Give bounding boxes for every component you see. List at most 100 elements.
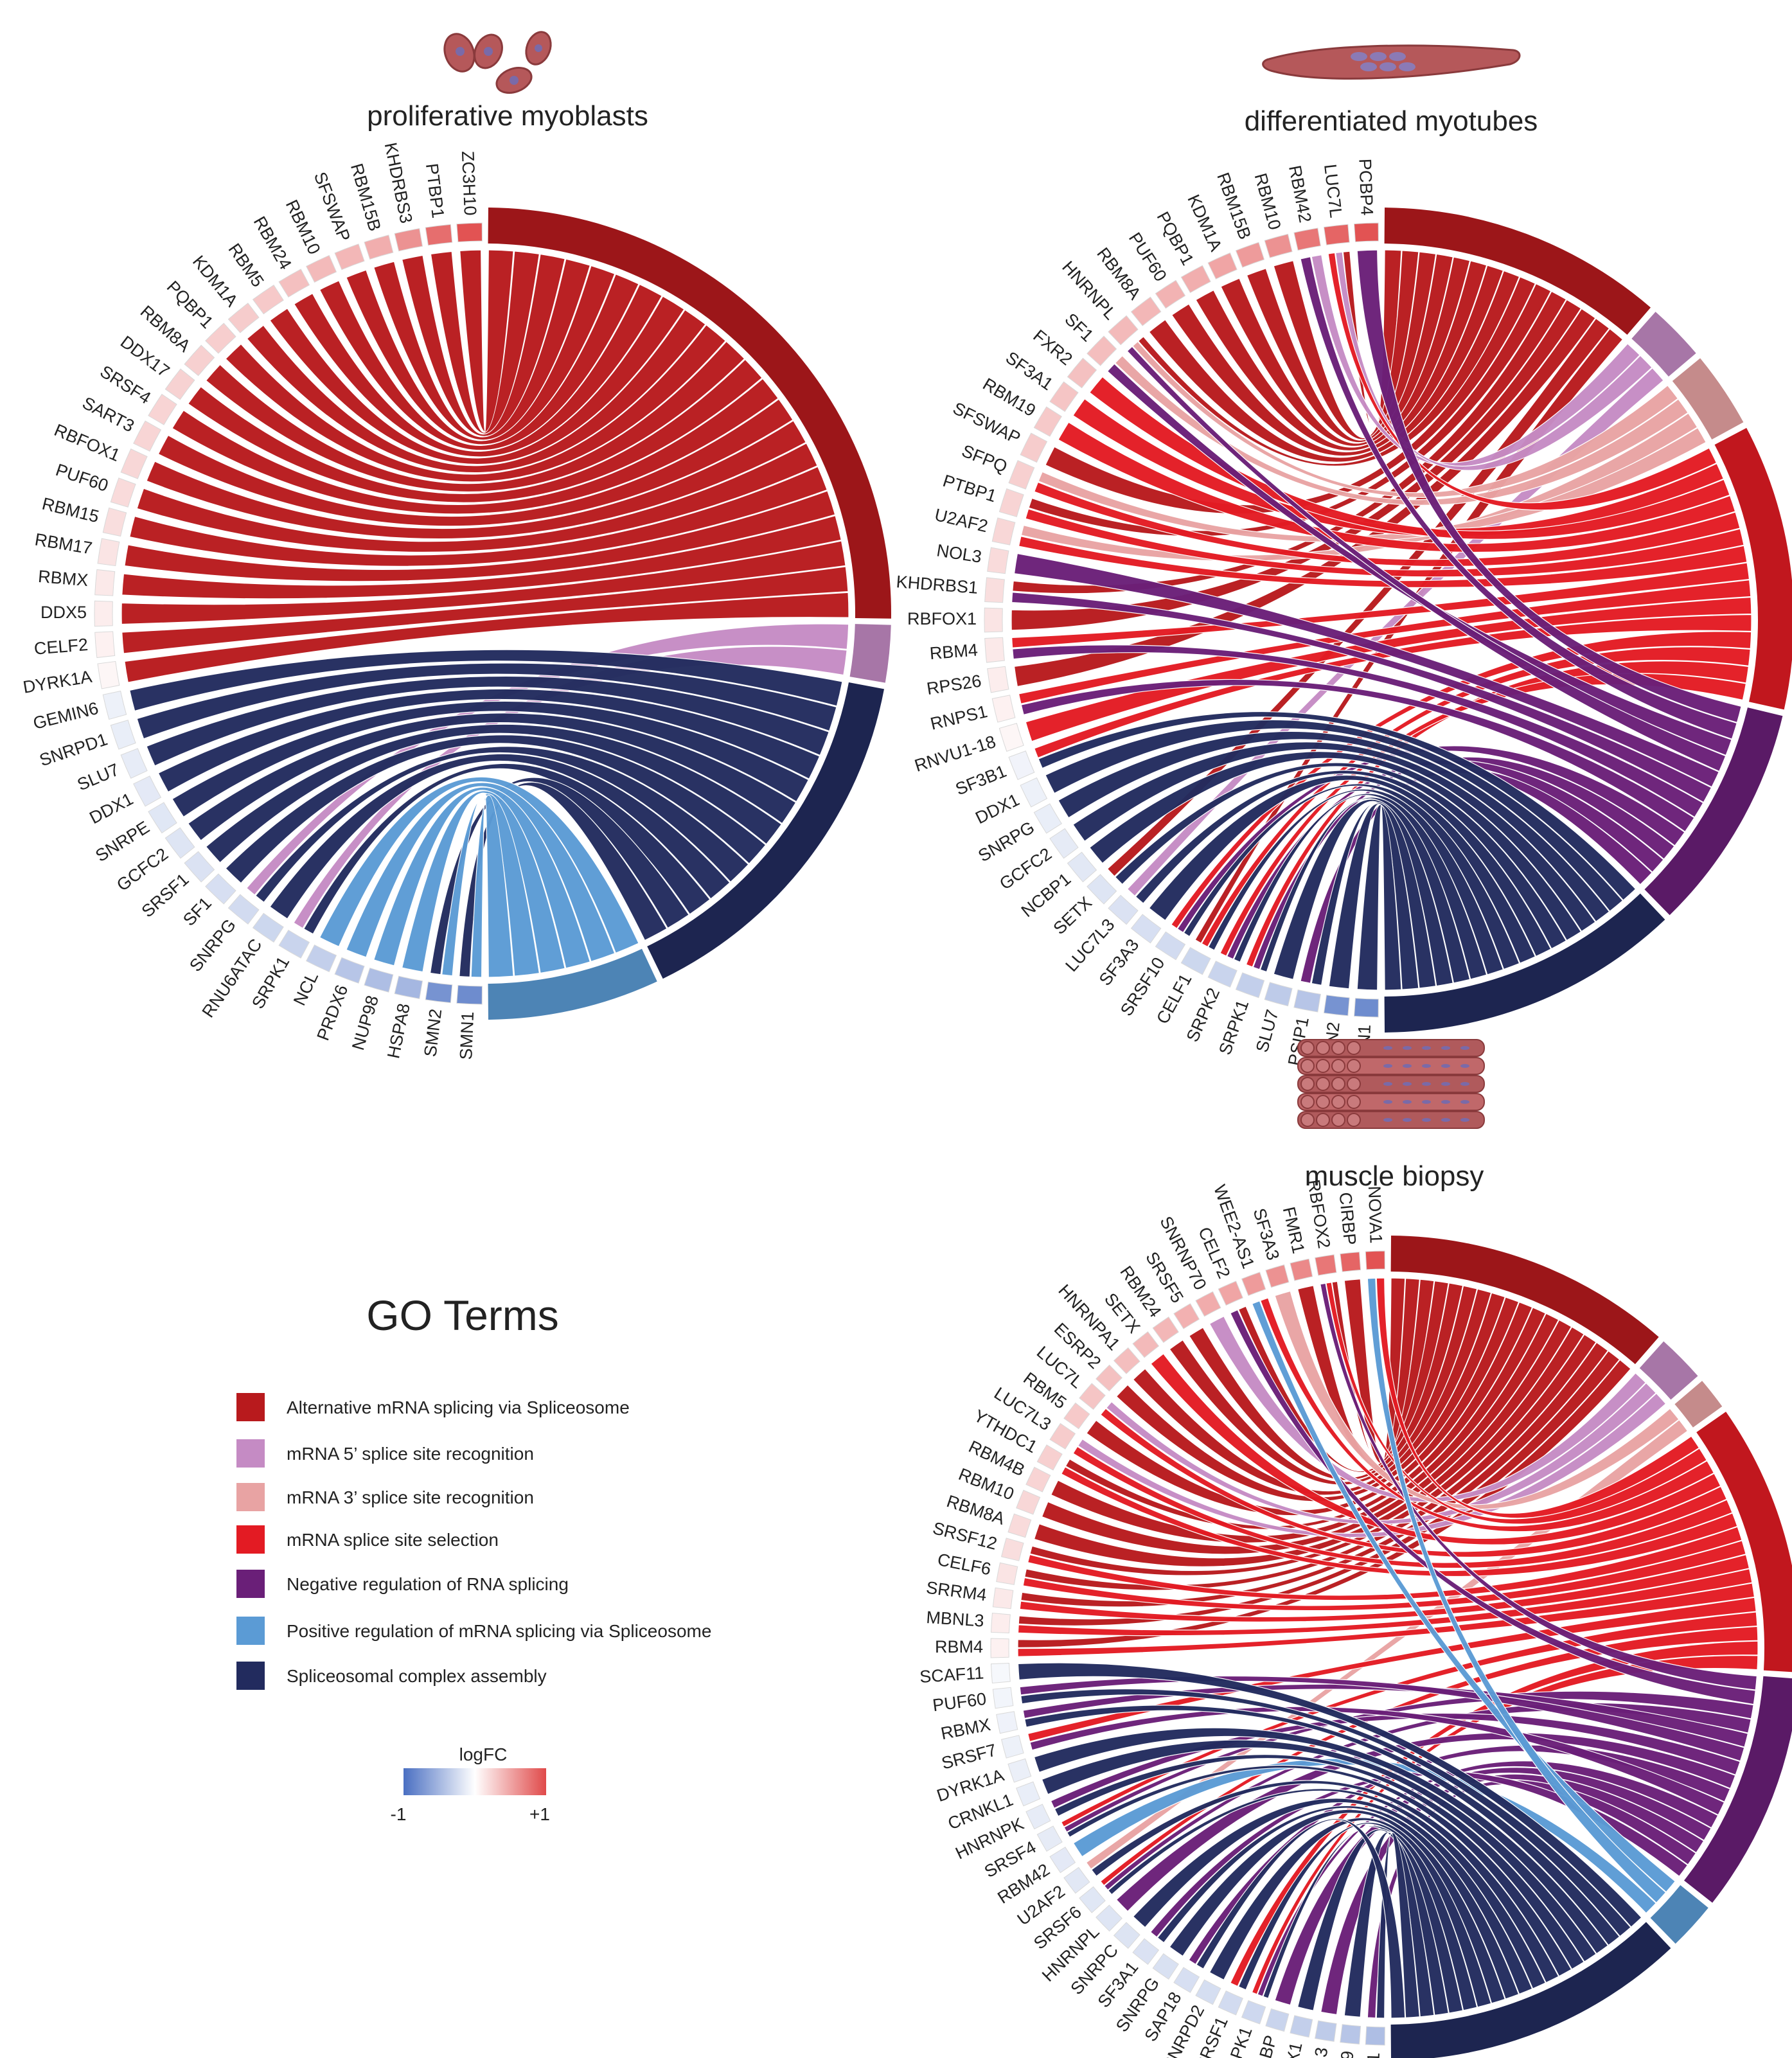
chord-sap18-spliceosomal-complex-assembly [1196, 1818, 1406, 2019]
gene-sector-gcfc2 [164, 827, 195, 859]
chord-ptbp1-mrna-splice-site-selection [1025, 508, 1744, 578]
chord-sfpq-mrna-splice-site-selection [1033, 481, 1741, 567]
gene-label: RBM42 [1285, 164, 1315, 224]
gene-label: DYRK1A [22, 667, 93, 697]
gene-sector-rbm5 [1063, 1402, 1090, 1430]
gene-sector-snrpc [1113, 1922, 1140, 1949]
legend-swatch [236, 1439, 265, 1468]
gene-label: CELF6 [936, 1550, 993, 1579]
chord-ddx17-alternative-mrna-splicing-via-spliceosome [187, 359, 763, 503]
chord-rbm8a-alternative-mrna-splicing-via-spliceosome [205, 341, 745, 493]
legend-item-five: mRNA 5’ splice site recognition [236, 1439, 534, 1468]
chord-sf3a1-negative-regulation-of-rna-splicing [1149, 1770, 1689, 1938]
chord-srsf10-negative-regulation-of-rna-splicing [1176, 745, 1685, 934]
gene-label: FXR2 [1029, 326, 1076, 369]
go-terms-legend: GO Terms Alternative mRNA splicing via S… [236, 1291, 711, 1690]
gene-sector-snrpd1 [110, 720, 136, 750]
gene-sector-dyrk1a [97, 661, 120, 689]
gene-label: MBNL3 [926, 1608, 985, 1631]
chord-snrpg-spliceosomal-complex-assembly [1058, 731, 1610, 923]
gene-label: DDX1 [86, 789, 136, 828]
legend-label: Alternative mRNA splicing via Spliceosom… [287, 1397, 630, 1417]
chord-rbm42-negative-regulation-of-rna-splicing [1300, 256, 1737, 740]
term-arc-alternative-mrna-splicing-via-spliceosome [1390, 1236, 1659, 1365]
gene-sector-slu7 [1264, 982, 1293, 1007]
gene-sector-snrpd2 [1195, 1979, 1221, 2005]
chord-ddx1-spliceosomal-complex-assembly [1045, 719, 1624, 912]
chord-srsf12-mrna-splice-site-selection [1027, 1526, 1743, 1601]
chord-kdm1a-alternative-mrna-splicing-via-spliceosome [246, 309, 706, 474]
chord-rbm24-alternative-mrna-splicing-via-spliceosome [293, 283, 662, 457]
chord-zc3h10-alternative-mrna-splicing-via-spliceosome [459, 249, 514, 433]
chord-hnrnpl-negative-regulation-of-rna-splicing [1126, 346, 1726, 772]
chord-rbfox1-alternative-mrna-splicing-via-spliceosome [146, 420, 807, 540]
gene-label: SF3B1 [953, 761, 1009, 799]
chord-srsf4-spliceosomal-complex-assembly [1066, 1764, 1572, 1977]
term-arc-negative-regulation-of-rna-splicing [1684, 1676, 1792, 1903]
chord-rbfox2-negative-regulation-of-rna-splicing [1320, 1282, 1758, 1690]
gene-label: NCL [290, 969, 322, 1009]
gene-sector-mbnl3 [990, 1612, 1011, 1633]
gene-sector-srsf7 [1000, 1735, 1024, 1759]
gene-sector-srpk2 [1207, 961, 1238, 988]
gene-sector-hnrnpl [1096, 1904, 1122, 1932]
chord-srpk2-mrna-splice-site-selection [1220, 673, 1747, 957]
chord-rbm15-alternative-mrna-splicing-via-spliceosome [129, 466, 828, 567]
gene-label: SRSF7 [939, 1740, 998, 1773]
gene-label: PUF60 [53, 460, 111, 495]
gene-sector-srsf6 [1079, 1886, 1106, 1913]
gene-label: SRPK2 [1183, 985, 1224, 1045]
chord-sf1-spliceosomal-complex-assembly [225, 734, 767, 884]
chord-rbm4-mrna-splice-site-selection [1011, 562, 1750, 648]
gene-label: RBM10 [282, 197, 324, 257]
chord-ptbp1-alternative-mrna-splicing-via-spliceosome [430, 251, 540, 434]
gene-sector-nol3 [1315, 2020, 1337, 2042]
gene-label: SFPQ [959, 441, 1010, 476]
gene-sector-rbm4 [984, 637, 1005, 663]
gene-sector-nup98 [364, 967, 394, 993]
chord-nova1-positive-regulation-of-mrna-splicing-via-spliceosome [1367, 1277, 1667, 1904]
gene-sector-rnps1 [991, 695, 1016, 723]
gene-sector-sart3 [133, 420, 162, 452]
legend-label: Negative regulation of RNA splicing [287, 1574, 569, 1594]
gene-sector-rbm17 [97, 538, 120, 567]
gene-label: KHDRBS1 [896, 572, 979, 598]
gene-label: CELF1 [1153, 970, 1196, 1027]
gene-sector-rbm15b [1235, 242, 1265, 268]
legend-item-neg: Negative regulation of RNA splicing [236, 1570, 569, 1598]
gene-sector-hspa8 [394, 975, 423, 999]
gene-sector-rbm42 [1293, 227, 1321, 251]
gene-label: CELF2 [33, 635, 89, 659]
gene-label: SART3 [79, 393, 138, 436]
gene-sector-hnrnpa1 [1113, 1347, 1140, 1374]
gene-label: USP39 [1333, 2050, 1357, 2058]
legend-swatch [236, 1617, 265, 1645]
gene-sector-nol3 [987, 547, 1009, 574]
legend-label: mRNA splice site selection [287, 1530, 499, 1550]
ribbons [121, 249, 849, 978]
gene-sector-luc7l3 [1108, 894, 1139, 925]
gene-label: RBM10 [1251, 171, 1285, 232]
gene-label: CIRBP [1336, 1191, 1360, 1246]
chord-luc7l3-mrna-5-splice-site-recognition [1077, 1392, 1667, 1538]
chord-mbnl3-mrna-splice-site-selection [1017, 1568, 1753, 1637]
gene-sector-srpk1 [1235, 972, 1265, 998]
gene-sector-rbm10 [1016, 1489, 1041, 1515]
gene-sector-smn2 [425, 981, 453, 1004]
gene-sector-srsf10 [1155, 931, 1186, 961]
gene-label: RBMX [37, 567, 89, 590]
chord-rbm17-alternative-mrna-splicing-via-spliceosome [124, 490, 836, 582]
gene-sector-hnrnpl [1108, 315, 1139, 346]
panel-differentiated-myotubes: differentiated myotubes PCBP4LUC7LRBM42R… [896, 44, 1792, 1073]
gene-label: SF1 [179, 893, 215, 930]
gene-label: DDX5 [40, 603, 87, 622]
gene-sector-sf1 [205, 873, 236, 905]
gene-sector-rbfox1 [120, 448, 148, 479]
chord-rnu6atac-spliceosomal-complex-assembly [269, 753, 731, 919]
panel-title: differentiated myotubes [1245, 105, 1538, 137]
myoblast-cells-illustration [443, 31, 552, 94]
gene-label: DDX1 [972, 790, 1022, 828]
gene-sector-hnrnpk [1025, 1804, 1051, 1830]
chord-rbmx-alternative-mrna-splicing-via-spliceosome [121, 515, 842, 599]
